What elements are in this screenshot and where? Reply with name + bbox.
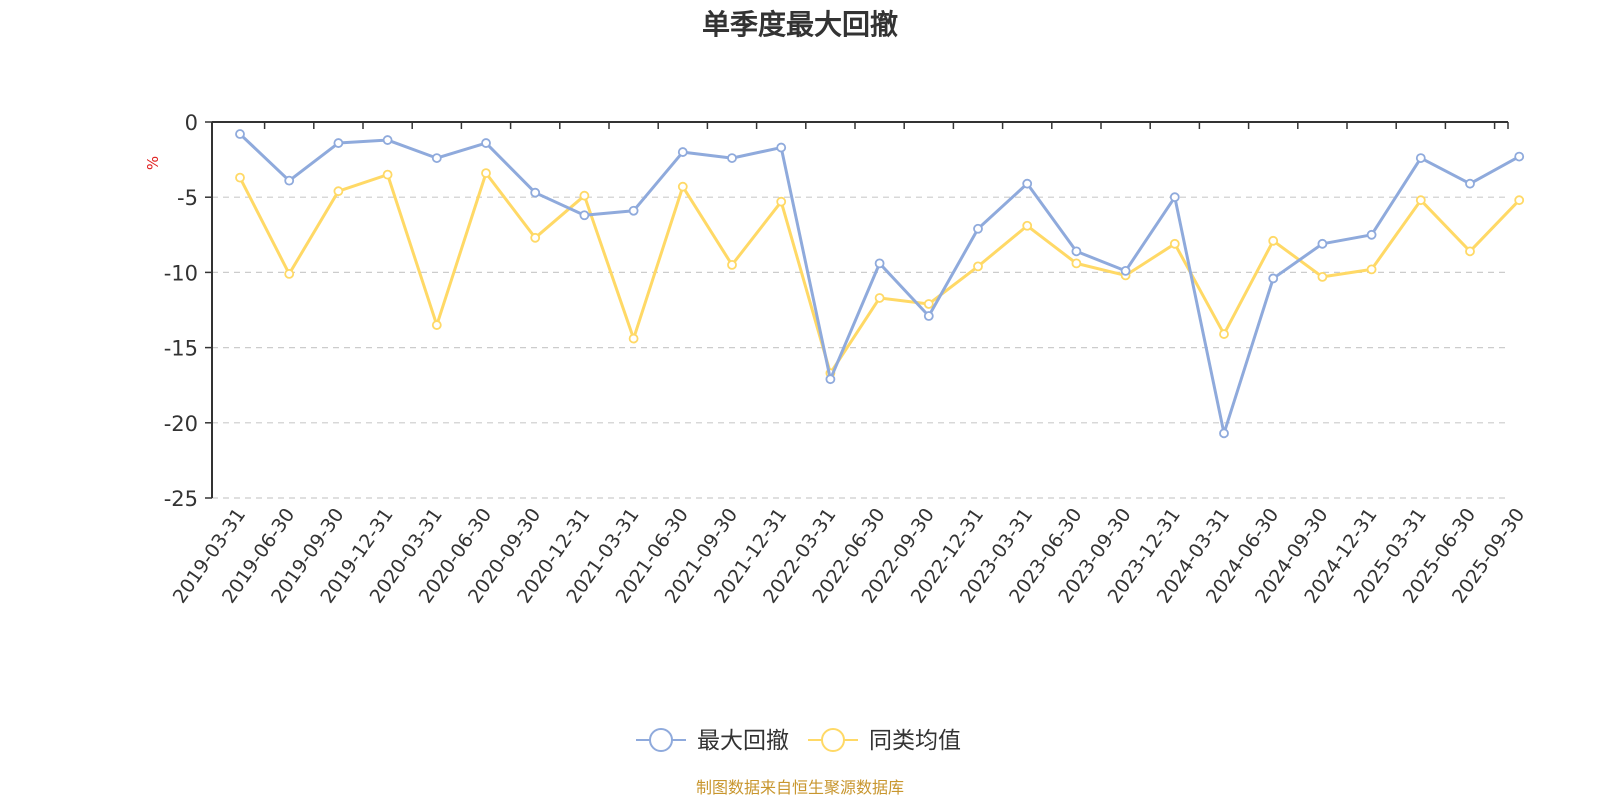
data-point[interactable]: [333, 186, 344, 197]
data-point[interactable]: [235, 129, 245, 139]
data-point[interactable]: [431, 320, 442, 330]
data-point[interactable]: [874, 293, 885, 303]
y-tick-label: 0: [185, 111, 198, 135]
data-point[interactable]: [1465, 246, 1475, 257]
data-point[interactable]: [973, 261, 983, 272]
data-point[interactable]: [1022, 220, 1033, 231]
data-point[interactable]: [677, 181, 688, 192]
y-tick-labels: 0 -5 -10 -15 -20 -25: [164, 111, 198, 511]
data-point[interactable]: [1415, 153, 1426, 163]
chart-footer: 制图数据来自恒生聚源数据库: [696, 778, 904, 797]
data-point[interactable]: [727, 259, 737, 270]
data-point[interactable]: [579, 210, 590, 221]
data-point[interactable]: [284, 175, 295, 186]
data-point[interactable]: [481, 138, 491, 148]
data-point[interactable]: [1317, 238, 1328, 249]
x-tick-labels: 2019-03-312019-06-302019-09-302019-12-31…: [169, 504, 1530, 607]
data-point[interactable]: [825, 374, 836, 385]
axes: [205, 121, 1509, 499]
series-1: [235, 129, 1525, 439]
legend-item[interactable]: 同类均值: [808, 728, 961, 754]
data-point[interactable]: [1071, 246, 1082, 257]
data-point[interactable]: [530, 232, 541, 243]
data-point[interactable]: [235, 172, 245, 183]
legend-item[interactable]: 最大回撤: [636, 728, 789, 754]
data-point[interactable]: [628, 205, 639, 216]
data-point[interactable]: [973, 223, 983, 234]
data-point[interactable]: [1317, 272, 1328, 282]
y-tick-label: -10: [164, 261, 198, 285]
data-point[interactable]: [1120, 265, 1131, 276]
legend-marker: [821, 728, 845, 752]
data-point[interactable]: [284, 269, 295, 279]
series-line: [238, 171, 1521, 375]
data-point[interactable]: [1268, 273, 1279, 284]
legend[interactable]: 最大回撤 同类均值: [636, 728, 961, 754]
y-tick-label: -5: [177, 186, 198, 210]
data-point[interactable]: [923, 311, 934, 321]
data-point[interactable]: [1219, 329, 1229, 339]
data-point[interactable]: [333, 138, 344, 148]
data-point[interactable]: [382, 135, 393, 145]
y-axis-label: %: [144, 156, 162, 170]
series-2: [235, 168, 1525, 379]
chart-title: 单季度最大回撤: [702, 8, 898, 41]
data-point[interactable]: [1465, 178, 1475, 189]
data-point[interactable]: [1366, 264, 1377, 275]
data-point[interactable]: [1022, 178, 1033, 189]
data-point[interactable]: [776, 196, 787, 207]
y-tick-label: -15: [164, 337, 198, 361]
grid-lines: [212, 196, 1508, 499]
data-point[interactable]: [874, 258, 885, 269]
data-point[interactable]: [923, 299, 934, 309]
data-point[interactable]: [1169, 192, 1180, 203]
y-tick-label: -25: [164, 487, 198, 511]
series-lines: [235, 129, 1525, 439]
data-point[interactable]: [1268, 235, 1279, 246]
data-point[interactable]: [628, 333, 639, 344]
data-point[interactable]: [1219, 428, 1229, 439]
data-point[interactable]: [1415, 195, 1426, 206]
legend-marker: [649, 728, 673, 752]
y-tick-label: -20: [164, 412, 198, 436]
series-line: [238, 132, 1520, 435]
data-point[interactable]: [431, 153, 442, 163]
data-point[interactable]: [481, 168, 491, 179]
data-point[interactable]: [677, 147, 688, 157]
data-point[interactable]: [727, 153, 737, 163]
data-point[interactable]: [382, 169, 393, 180]
data-point[interactable]: [1514, 151, 1525, 162]
legend-label: 最大回撤: [697, 728, 789, 754]
data-point[interactable]: [579, 190, 590, 201]
data-point[interactable]: [1366, 229, 1377, 240]
data-point[interactable]: [1514, 195, 1525, 206]
data-point[interactable]: [1169, 238, 1180, 249]
data-point[interactable]: [776, 142, 787, 153]
legend-label: 同类均值: [869, 728, 961, 754]
data-point[interactable]: [1071, 258, 1082, 269]
data-point[interactable]: [530, 187, 541, 198]
